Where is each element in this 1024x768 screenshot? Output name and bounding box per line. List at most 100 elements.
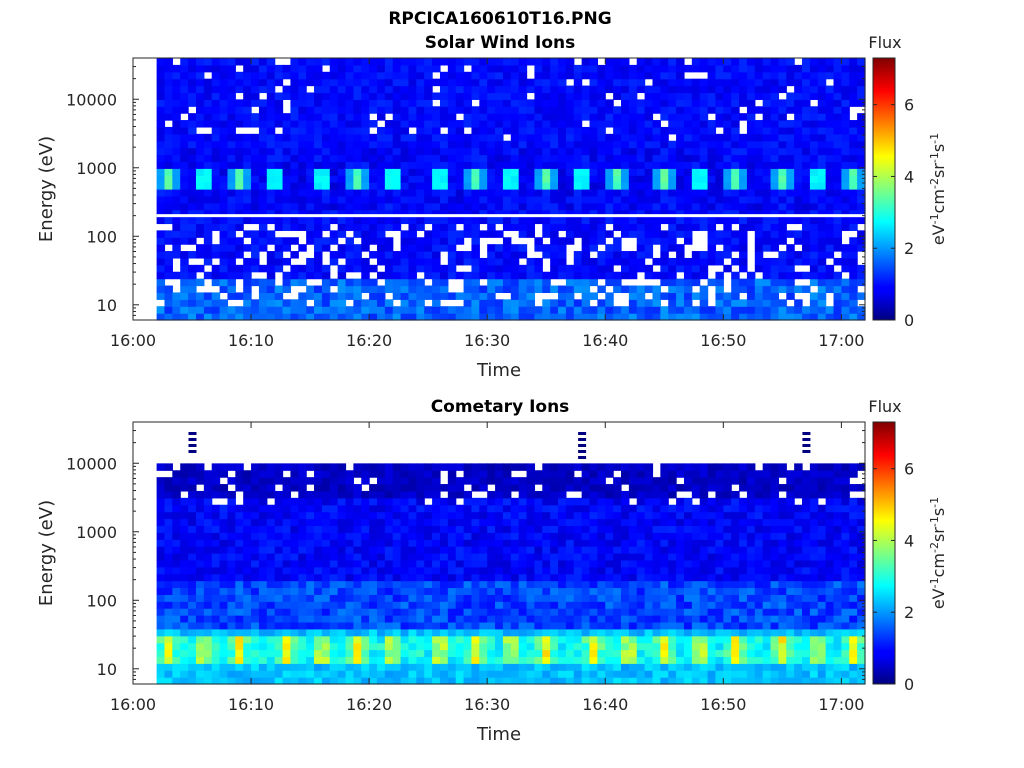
heatmap-cell — [455, 195, 465, 204]
heatmap-cell — [739, 285, 748, 294]
heatmap-cell — [605, 257, 614, 266]
heatmap-cell — [502, 85, 512, 94]
heatmap-cell — [353, 58, 362, 66]
heatmap-cell — [455, 147, 465, 156]
heatmap-cell — [243, 656, 252, 664]
heatmap-cell — [235, 202, 244, 211]
heatmap-cell — [321, 580, 331, 589]
heatmap-cell — [298, 120, 307, 128]
heatmap-cell — [314, 58, 323, 66]
heatmap-cell — [266, 670, 276, 678]
heatmap-cell — [290, 594, 299, 602]
heatmap-cell — [400, 92, 410, 100]
heatmap-cell — [361, 244, 370, 252]
heatmap-cell — [597, 511, 606, 520]
heatmap-cell — [321, 106, 331, 114]
heatmap-cell — [621, 64, 630, 73]
heatmap-cell — [432, 628, 441, 637]
heatmap-cell — [361, 306, 370, 314]
heatmap-cell — [558, 313, 567, 321]
heatmap-cell — [282, 477, 292, 485]
heatmap-cell — [857, 71, 866, 80]
heatmap-cell — [573, 271, 583, 280]
heatmap-cell — [746, 161, 756, 169]
heatmap-cell — [495, 120, 504, 128]
heatmap-cell — [573, 168, 583, 176]
heatmap-cell — [306, 140, 315, 149]
heatmap-cell — [691, 264, 701, 273]
heatmap-cell — [636, 168, 646, 176]
heatmap-cell — [156, 546, 166, 554]
heatmap-cell — [589, 525, 598, 533]
heatmap-cell — [353, 147, 362, 156]
heatmap-cell — [644, 202, 654, 211]
heatmap-cell — [558, 147, 567, 156]
heatmap-cell — [715, 78, 724, 87]
heatmap-cell — [432, 518, 441, 527]
heatmap-cell — [573, 230, 583, 238]
heatmap-cell — [211, 313, 221, 321]
heatmap-cell — [432, 463, 441, 471]
heatmap-cell — [369, 292, 378, 300]
heatmap-cell — [384, 78, 394, 87]
heatmap-cell — [621, 175, 630, 183]
heatmap-cell — [778, 285, 787, 294]
heatmap-cell — [857, 154, 866, 163]
heatmap-cell — [636, 195, 646, 204]
heatmap-cell — [542, 594, 551, 602]
heatmap-cell — [542, 559, 551, 568]
heatmap-cell — [219, 182, 229, 190]
heatmap-cell — [589, 195, 598, 204]
heatmap-cell — [817, 182, 827, 190]
heatmap-cell — [565, 580, 575, 589]
heatmap-cell — [597, 154, 606, 163]
heatmap-cell — [660, 126, 669, 135]
heatmap-cell — [479, 504, 488, 513]
heatmap-cell — [636, 189, 646, 197]
heatmap-cell — [439, 168, 449, 176]
heatmap-cell — [243, 525, 252, 533]
heatmap-cell — [731, 161, 740, 169]
heatmap-cell — [731, 106, 740, 114]
heatmap-cell — [251, 497, 260, 506]
heatmap-cell — [180, 532, 189, 540]
heatmap-cell — [534, 313, 543, 321]
heatmap-cell — [156, 539, 166, 547]
heatmap-cell — [510, 649, 520, 658]
heatmap-cell — [833, 175, 842, 183]
heatmap-cell — [691, 251, 701, 259]
heatmap-cell — [589, 559, 598, 568]
heatmap-cell — [251, 546, 260, 554]
heatmap-cell — [243, 470, 252, 478]
heatmap-cell — [164, 546, 173, 554]
heatmap-cell — [369, 223, 378, 231]
heatmap-cell — [384, 92, 394, 100]
heatmap-cell — [227, 78, 236, 87]
heatmap-cell — [361, 649, 370, 658]
heatmap-cell — [392, 182, 402, 190]
heatmap-cell — [180, 663, 189, 671]
heatmap-cell — [235, 120, 244, 128]
heatmap-cell — [156, 313, 166, 321]
heatmap-cell — [266, 594, 276, 602]
heatmap-cell — [195, 573, 205, 582]
heatmap-cell — [526, 490, 536, 499]
heatmap-cell — [195, 518, 205, 527]
heatmap-cell — [384, 99, 394, 107]
heatmap-cell — [227, 133, 236, 142]
heatmap-cell — [377, 490, 386, 499]
heatmap-cell — [479, 511, 488, 520]
heatmap-cell — [439, 209, 449, 218]
heatmap-cell — [857, 78, 866, 87]
heatmap-cell — [770, 154, 780, 163]
heatmap-cell — [817, 209, 827, 218]
heatmap-cell — [353, 608, 362, 616]
heatmap-cell — [597, 71, 606, 80]
heatmap-cell — [361, 587, 370, 595]
heatmap-cell — [227, 477, 236, 485]
heatmap-cell — [266, 126, 276, 135]
heatmap-cell — [683, 299, 693, 307]
heatmap-cell — [211, 271, 221, 280]
heatmap-cell — [534, 511, 543, 520]
heatmap-cell — [621, 195, 630, 204]
